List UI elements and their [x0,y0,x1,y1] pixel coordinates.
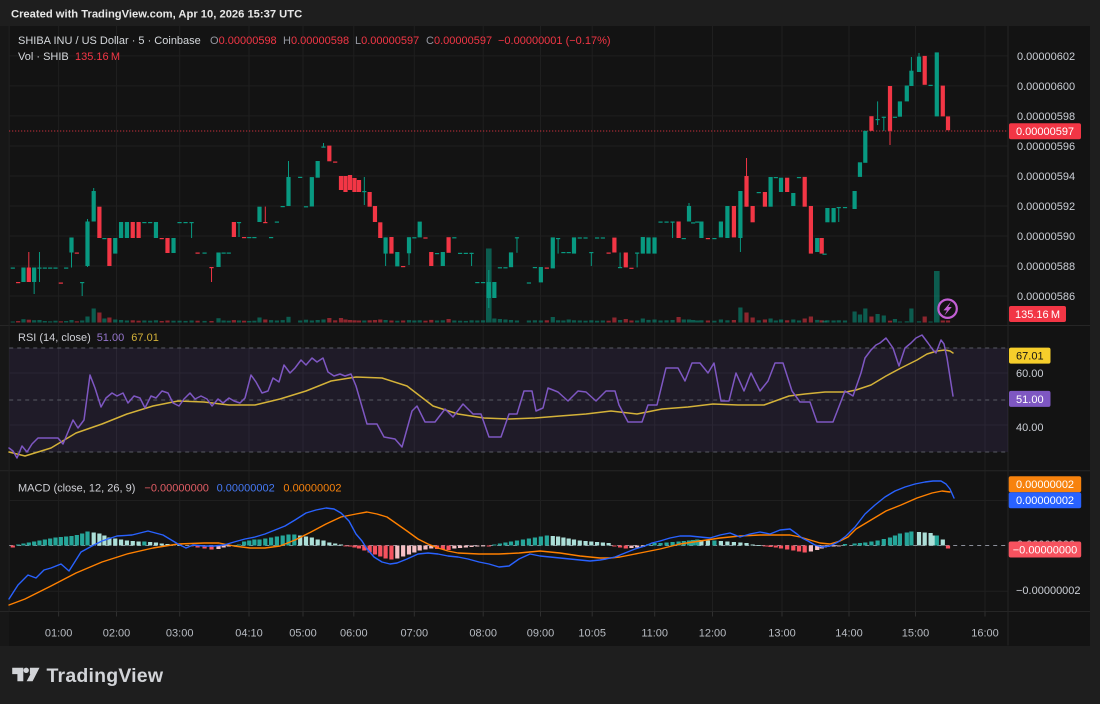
svg-text:0.00000602: 0.00000602 [1017,51,1075,63]
svg-text:0.00000600: 0.00000600 [1017,81,1075,93]
svg-text:MACD (close, 12, 26, 9)−0.0000: MACD (close, 12, 26, 9) −0.00000000 0.0000… [18,483,342,495]
svg-text:0.00000588: 0.00000588 [1017,261,1075,273]
svg-text:09:00: 09:00 [527,628,555,640]
svg-text:0.00000590: 0.00000590 [1017,231,1075,243]
svg-text:06:00: 06:00 [340,628,368,640]
svg-text:01:00: 01:00 [45,628,73,640]
svg-text:40.00: 40.00 [1016,422,1044,434]
svg-text:05:00: 05:00 [289,628,317,640]
svg-text:12:00: 12:00 [699,628,727,640]
svg-text:15:00: 15:00 [902,628,930,640]
svg-text:0.00000598: 0.00000598 [1017,111,1075,123]
svg-text:Created with TradingView.com,: Created with TradingView.com, Apr 10, 20… [11,9,302,21]
svg-text:0.00000586: 0.00000586 [1017,291,1075,303]
svg-text:11:00: 11:00 [641,628,668,640]
svg-text:0.00000002: 0.00000002 [1016,479,1074,491]
svg-text:−0.00000002: −0.00000002 [1016,585,1081,597]
svg-text:02:00: 02:00 [103,628,131,640]
svg-text:13:00: 13:00 [768,628,796,640]
svg-text:10:05: 10:05 [578,628,606,640]
svg-text:16:00: 16:00 [971,628,999,640]
svg-text:14:00: 14:00 [835,628,863,640]
svg-text:08:00: 08:00 [469,628,497,640]
svg-text:60.00: 60.00 [1016,368,1044,380]
svg-text:07:00: 07:00 [401,628,429,640]
svg-text:TradingView: TradingView [47,665,164,687]
svg-text:04:10: 04:10 [235,628,263,640]
svg-text:135.16 M: 135.16 M [1015,309,1060,321]
svg-text:51.00: 51.00 [1016,394,1044,406]
svg-text:67.01: 67.01 [1016,351,1044,363]
svg-text:0.00000594: 0.00000594 [1017,171,1075,183]
svg-text:0.00000596: 0.00000596 [1017,141,1075,153]
svg-text:0.00000002: 0.00000002 [1016,495,1074,507]
svg-text:SHIBA INU / US Dollar · 5 · Co: SHIBA INU / US Dollar · 5 · Coinbase O0.0… [18,35,611,47]
svg-text:0.00000597: 0.00000597 [1016,126,1074,138]
svg-text:−0.00000000: −0.00000000 [1013,545,1078,557]
svg-text:0.00000592: 0.00000592 [1017,201,1075,213]
svg-text:03:00: 03:00 [166,628,194,640]
